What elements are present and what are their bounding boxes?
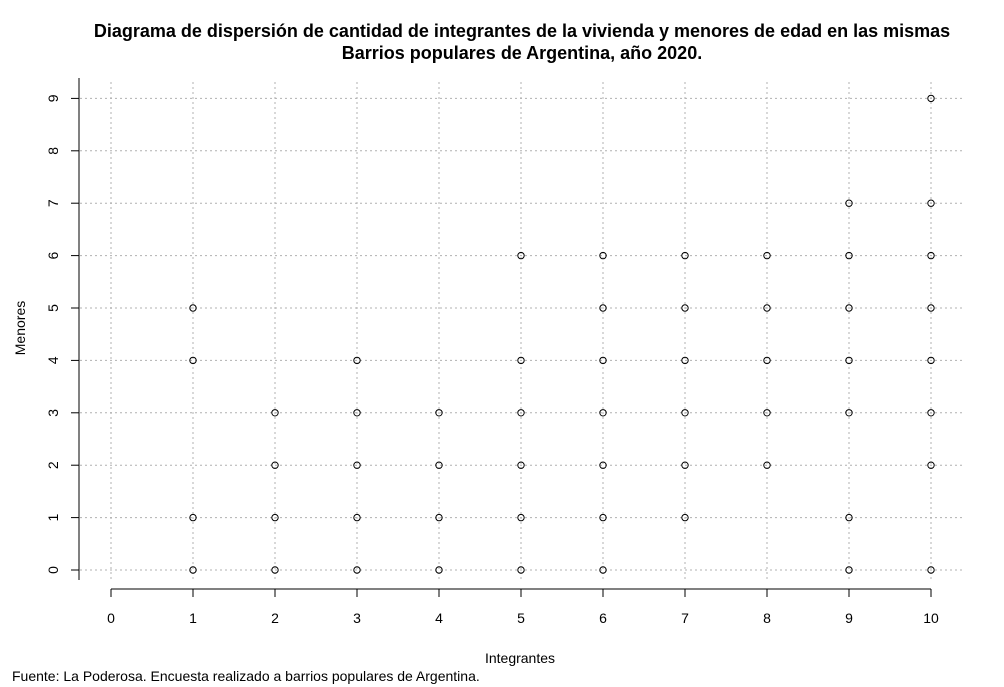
y-tick-label: 4 xyxy=(45,356,61,364)
source-note: Fuente: La Poderosa. Encuesta realizado … xyxy=(12,668,480,684)
data-point xyxy=(927,566,935,574)
data-point xyxy=(353,513,361,522)
x-axis-label: Integrantes xyxy=(484,650,556,666)
data-point xyxy=(353,566,361,574)
data-point xyxy=(681,304,689,312)
x-tick-label: 10 xyxy=(923,610,939,626)
data-point xyxy=(681,513,689,522)
y-tick-label: 6 xyxy=(45,251,61,259)
x-tick-label: 3 xyxy=(353,610,361,626)
data-point xyxy=(681,356,689,365)
data-point xyxy=(599,251,607,260)
data-point xyxy=(189,304,197,312)
data-point xyxy=(435,409,443,417)
y-tick-label: 2 xyxy=(45,461,61,469)
y-tick-label: 7 xyxy=(45,199,61,207)
data-point xyxy=(927,356,935,365)
data-point xyxy=(763,461,771,469)
x-tick-label: 8 xyxy=(763,610,771,626)
data-point xyxy=(517,513,525,522)
data-point xyxy=(845,409,853,417)
x-tick-label: 1 xyxy=(189,610,197,626)
data-point xyxy=(927,461,935,469)
data-point xyxy=(927,199,935,207)
data-point xyxy=(517,409,525,417)
data-point xyxy=(927,304,935,312)
data-point xyxy=(845,199,853,207)
data-point xyxy=(763,304,771,312)
chart-title: Diagrama de dispersión de cantidad de in… xyxy=(93,21,951,41)
data-point xyxy=(271,409,279,417)
data-point xyxy=(189,566,197,574)
data-point xyxy=(599,566,607,574)
y-tick-label: 5 xyxy=(45,304,61,312)
grid-lines xyxy=(80,82,965,580)
data-point xyxy=(927,94,935,103)
data-point xyxy=(435,513,443,522)
data-point xyxy=(599,461,607,469)
y-tick-label: 9 xyxy=(45,94,61,102)
data-point xyxy=(435,566,443,574)
data-points xyxy=(189,94,935,574)
data-point xyxy=(927,409,935,417)
y-axis-label: Menores xyxy=(12,300,28,356)
data-point xyxy=(517,251,525,260)
x-tick-label: 6 xyxy=(599,610,607,626)
x-tick-label: 5 xyxy=(517,610,525,626)
data-point xyxy=(271,461,279,469)
data-point xyxy=(845,251,853,260)
data-point xyxy=(353,461,361,469)
data-point xyxy=(599,356,607,365)
y-tick-label: 0 xyxy=(45,566,61,574)
data-point xyxy=(763,356,771,365)
x-tick-label: 7 xyxy=(681,610,689,626)
x-tick-label: 2 xyxy=(271,610,279,626)
data-point xyxy=(599,304,607,312)
data-point xyxy=(845,566,853,574)
data-point xyxy=(353,356,361,365)
data-point xyxy=(845,513,853,522)
data-point xyxy=(763,409,771,417)
data-point xyxy=(845,304,853,312)
data-point xyxy=(599,409,607,417)
x-tick-label: 9 xyxy=(845,610,853,626)
data-point xyxy=(681,461,689,469)
data-point xyxy=(189,513,197,522)
data-point xyxy=(271,513,279,522)
data-point xyxy=(517,461,525,469)
axes: 0 1 2 3 4 5 6 7 8 9 10 0 1 2 3 4 5 6 7 8 9 xyxy=(45,78,939,626)
data-point xyxy=(517,566,525,574)
data-point xyxy=(189,356,197,365)
data-point xyxy=(927,251,935,260)
y-tick-label: 3 xyxy=(45,409,61,417)
data-point xyxy=(353,409,361,417)
x-tick-label: 0 xyxy=(107,610,115,626)
x-tick-label: 4 xyxy=(435,610,443,626)
data-point xyxy=(517,356,525,365)
data-point xyxy=(763,251,771,260)
y-tick-label: 1 xyxy=(45,513,61,521)
data-point xyxy=(681,409,689,417)
y-tick-label: 8 xyxy=(45,147,61,155)
data-point xyxy=(845,356,853,365)
data-point xyxy=(599,513,607,522)
data-point xyxy=(435,461,443,469)
data-point xyxy=(681,251,689,260)
chart-subtitle: Barrios populares de Argentina, año 2020… xyxy=(341,43,703,63)
data-point xyxy=(271,566,279,574)
